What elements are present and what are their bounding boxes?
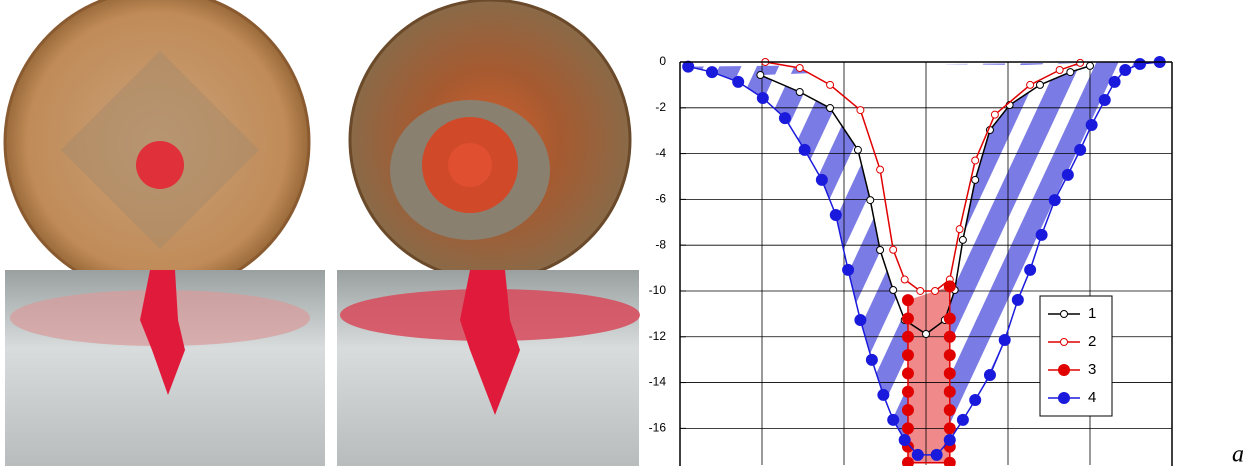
data-point xyxy=(902,386,913,397)
y-tick-label: -12 xyxy=(649,329,667,343)
y-tick-label: -14 xyxy=(649,375,667,389)
data-point xyxy=(917,287,924,294)
data-point xyxy=(972,176,979,183)
data-point xyxy=(830,209,841,220)
data-point xyxy=(706,67,717,78)
data-point xyxy=(877,246,884,253)
data-point xyxy=(956,226,963,233)
legend-label: 3 xyxy=(1088,361,1096,378)
data-point xyxy=(796,64,803,71)
data-point xyxy=(733,76,744,87)
data-point xyxy=(902,405,913,416)
data-point xyxy=(1099,95,1110,106)
data-point xyxy=(1036,229,1047,240)
data-point xyxy=(1056,67,1063,74)
data-point xyxy=(944,331,955,342)
data-point xyxy=(1027,81,1034,88)
data-point xyxy=(984,370,995,381)
data-point xyxy=(902,423,913,434)
data-point xyxy=(912,449,923,460)
data-point xyxy=(944,405,955,416)
data-point xyxy=(1062,169,1073,180)
y-tick-label: -8 xyxy=(655,237,666,251)
legend-marker xyxy=(1059,365,1070,376)
data-point xyxy=(1087,62,1094,69)
y-tick-label: -4 xyxy=(655,146,666,160)
data-point xyxy=(757,92,768,103)
data-point xyxy=(799,144,810,155)
data-point xyxy=(944,435,955,446)
data-point xyxy=(843,264,854,275)
data-point xyxy=(854,146,861,153)
data-point xyxy=(1049,195,1060,206)
data-point xyxy=(867,197,874,204)
data-point xyxy=(1012,294,1023,305)
data-point xyxy=(1067,69,1074,76)
data-point xyxy=(902,350,913,361)
figure-label: a xyxy=(1232,442,1244,466)
legend-marker xyxy=(1059,393,1070,404)
data-point xyxy=(957,414,968,425)
data-point xyxy=(902,313,913,324)
data-point xyxy=(890,246,897,253)
data-point xyxy=(932,287,939,294)
data-point xyxy=(923,331,930,338)
data-point xyxy=(902,331,913,342)
data-point xyxy=(857,107,864,114)
data-point xyxy=(890,287,897,294)
data-point xyxy=(931,449,942,460)
photos xyxy=(0,0,640,466)
data-point xyxy=(902,295,913,306)
legend-label: 2 xyxy=(1088,333,1096,350)
data-point xyxy=(970,394,981,405)
core-region xyxy=(908,286,950,462)
data-point xyxy=(944,350,955,361)
data-point xyxy=(796,88,803,95)
data-point xyxy=(827,81,834,88)
plot: 0 -2 -4 -6 -8 -10 -12 -14 -16 1 2 3 4 xyxy=(649,54,1172,466)
y-tick-label: -6 xyxy=(655,192,666,206)
data-point xyxy=(901,276,908,283)
data-point xyxy=(779,113,790,124)
legend-label: 4 xyxy=(1088,389,1096,406)
data-point xyxy=(1077,59,1084,66)
y-tick-label: -10 xyxy=(649,283,667,297)
data-point xyxy=(855,315,866,326)
data-point xyxy=(1036,81,1043,88)
data-point xyxy=(1075,144,1086,155)
data-point xyxy=(944,386,955,397)
legend-marker xyxy=(1061,339,1068,346)
data-point xyxy=(902,457,913,466)
data-point xyxy=(888,414,899,425)
data-point xyxy=(899,435,910,446)
data-point xyxy=(944,423,955,434)
data-point xyxy=(757,72,764,79)
legend-label: 1 xyxy=(1088,305,1096,322)
data-point xyxy=(999,334,1010,345)
data-point xyxy=(972,157,979,164)
data-point xyxy=(944,368,955,379)
data-point xyxy=(1135,59,1146,70)
legend-marker xyxy=(1061,311,1068,318)
data-point xyxy=(959,236,966,243)
data-point xyxy=(902,368,913,379)
data-point xyxy=(816,174,827,185)
data-point xyxy=(1086,119,1097,130)
data-point xyxy=(944,281,955,292)
data-point xyxy=(827,105,834,112)
data-point xyxy=(877,166,884,173)
data-point xyxy=(991,111,998,118)
data-point xyxy=(944,457,955,466)
data-point xyxy=(878,389,889,400)
data-point xyxy=(866,354,877,365)
y-tick-label: 0 xyxy=(659,54,666,68)
data-point xyxy=(1025,264,1036,275)
y-tick-label: -2 xyxy=(655,100,666,114)
data-point xyxy=(944,313,955,324)
data-point xyxy=(1109,76,1120,87)
y-tick-label: -16 xyxy=(649,421,667,435)
figure: 0 -2 -4 -6 -8 -10 -12 -14 -16 1 2 3 4 a xyxy=(0,0,1253,466)
data-point xyxy=(1120,65,1131,76)
